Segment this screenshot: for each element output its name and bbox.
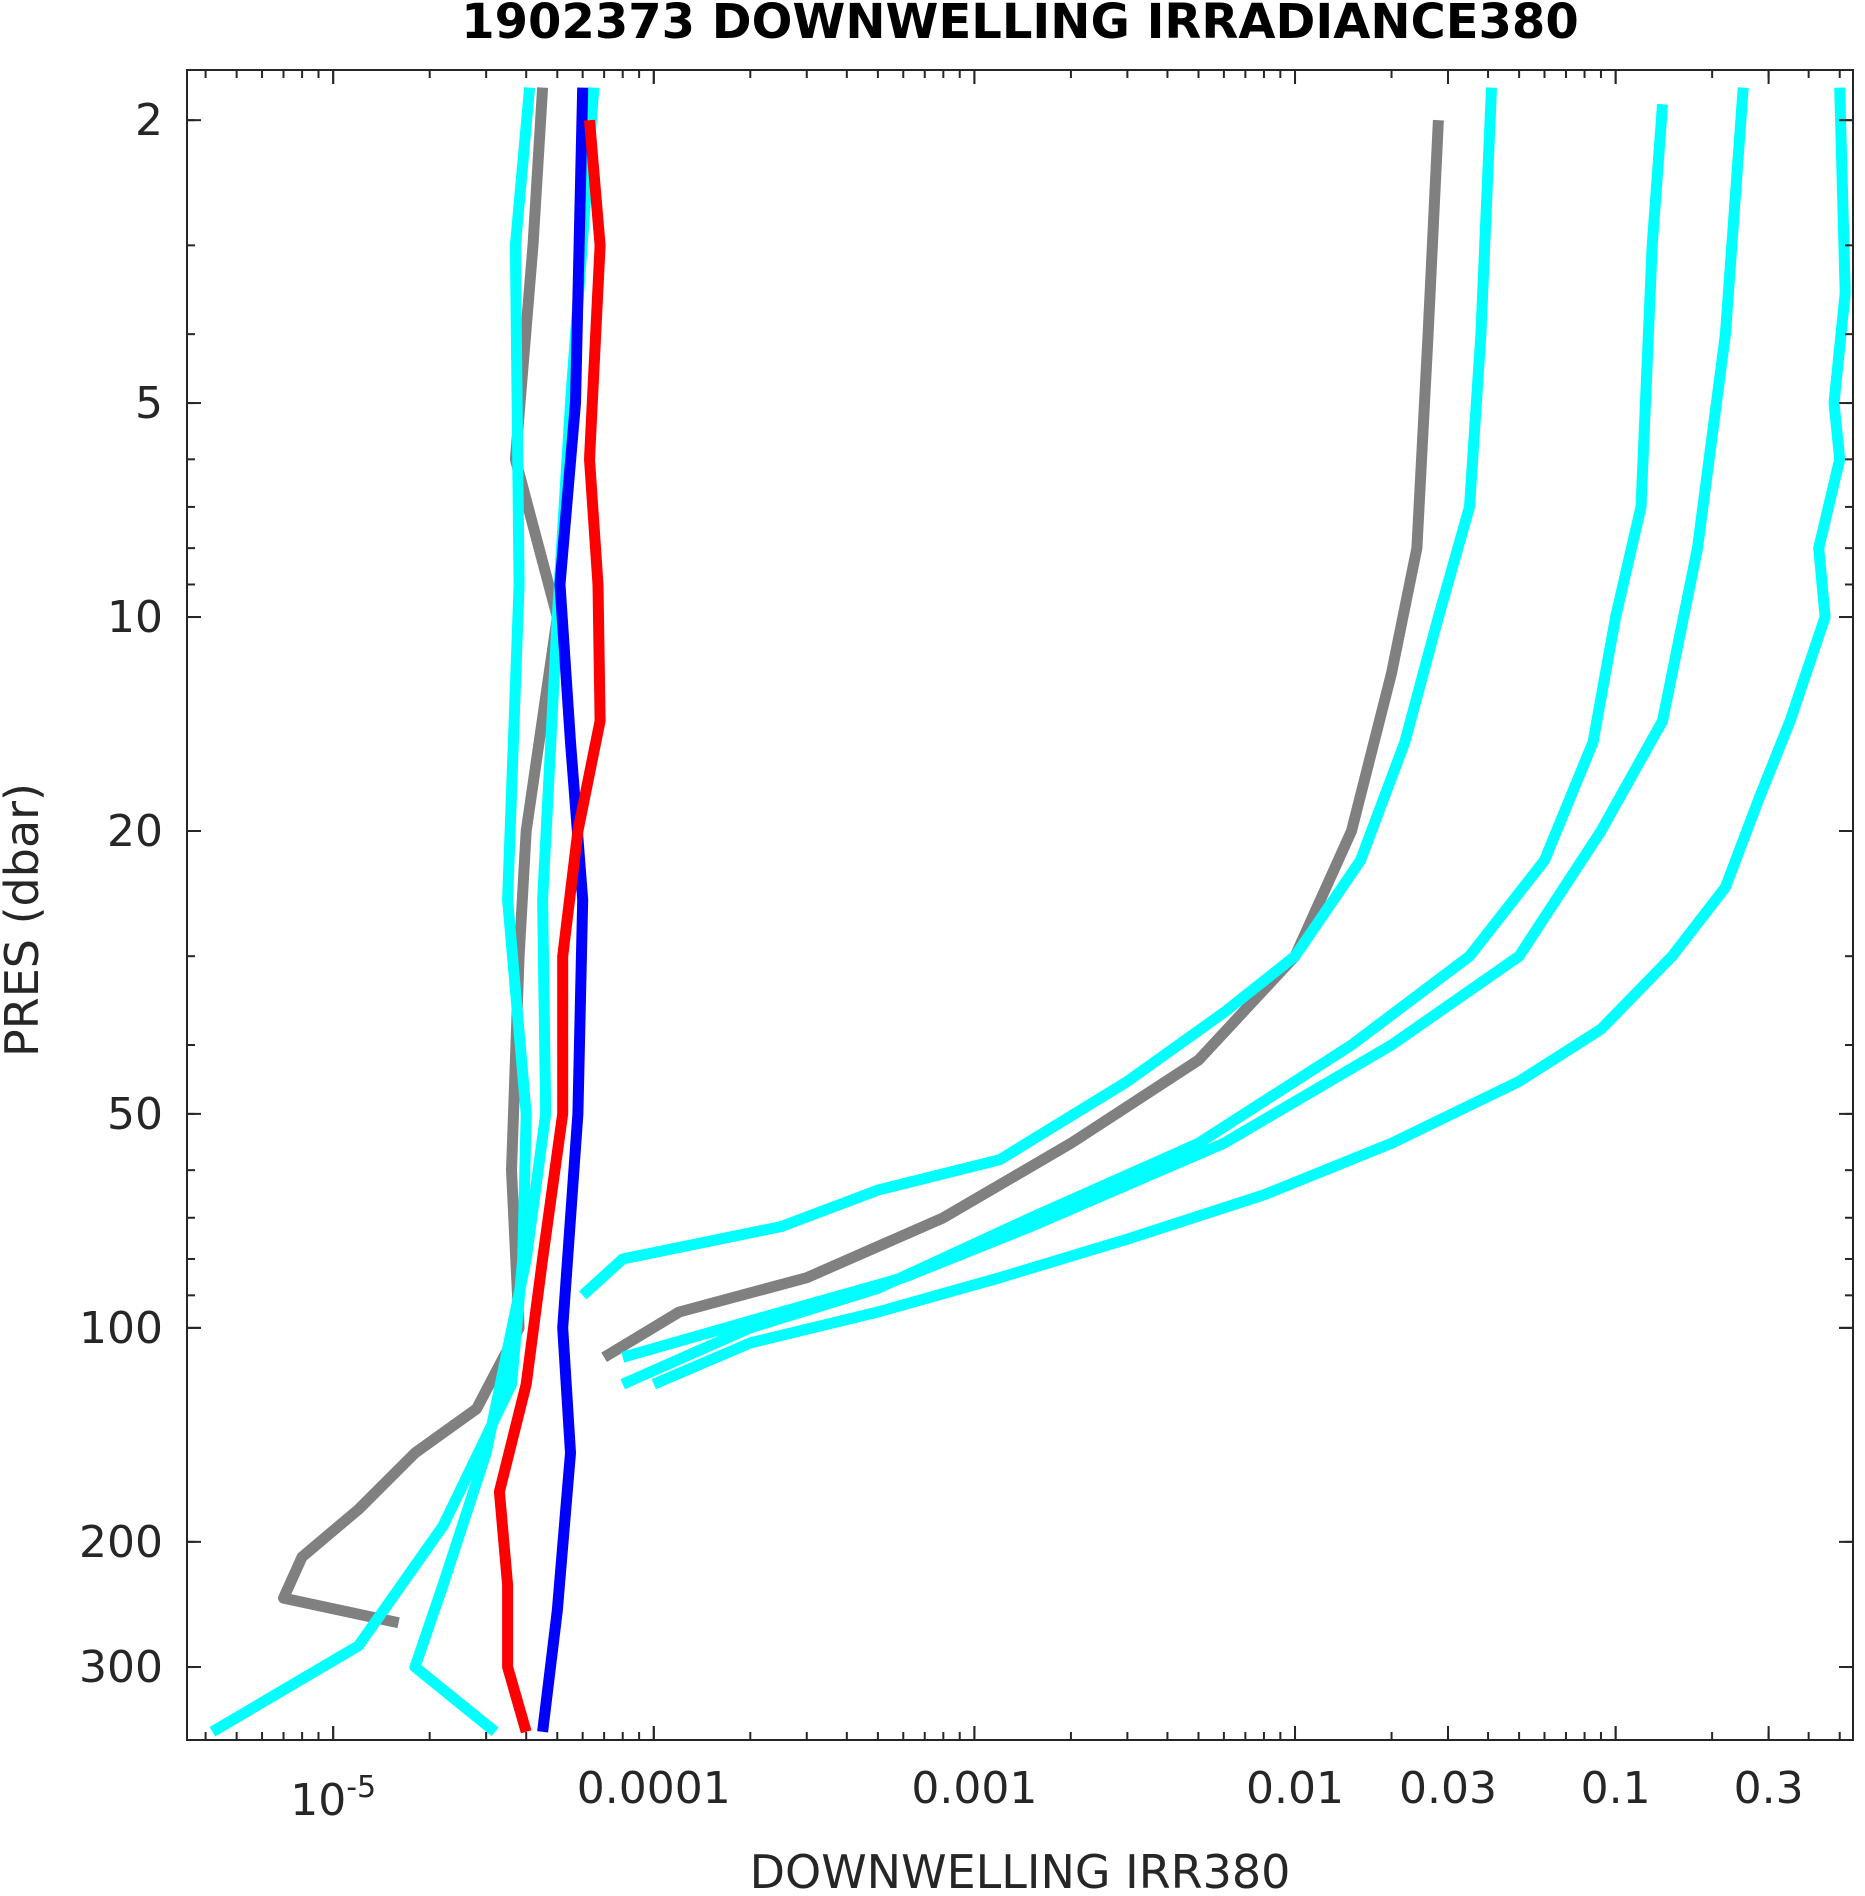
plot-frame: [186, 69, 1854, 1741]
x-tick-label: 0.03: [1399, 1763, 1497, 1814]
series-line-7: [579, 87, 1497, 1300]
x-tick-label: 0.1: [1581, 1763, 1651, 1814]
series-layer: [209, 87, 1851, 1737]
y-tick-label: 10: [107, 592, 163, 643]
y-tick-label: 100: [79, 1303, 163, 1354]
y-axis-title: PRES (dbar): [0, 783, 49, 1057]
x-tick-label: 0.001: [911, 1763, 1037, 1814]
labels-layer: 10-5 0.0001 0.001 0.01 0.03 0.1 0.3 2 5 10 20 50 100…: [79, 95, 1804, 1826]
x-tick-label: 10-5: [290, 1770, 376, 1826]
series-line-8: [620, 103, 1668, 1390]
x-tick-label: 0.01: [1246, 1763, 1344, 1814]
y-tick-label: 20: [107, 806, 163, 857]
x-tick-label: 0.0001: [577, 1763, 731, 1814]
chart-title: 1902373 DOWNWELLING IRRADIANCE380: [461, 0, 1578, 50]
series-line-9: [621, 87, 1749, 1363]
y-tick-label: 50: [107, 1089, 163, 1140]
ticks-layer: [187, 70, 1853, 1740]
x-axis-title: DOWNWELLING IRR380: [750, 1845, 1291, 1896]
y-tick-label: 5: [135, 378, 163, 429]
series-line-5: [493, 119, 606, 1734]
x-tick-label: 0.3: [1734, 1763, 1804, 1814]
series-line-6: [601, 119, 1444, 1363]
y-tick-label: 200: [79, 1517, 163, 1568]
series-line-10: [651, 87, 1851, 1390]
y-tick-label: 300: [79, 1642, 163, 1693]
y-tick-label: 2: [135, 95, 163, 146]
series-line-2: [209, 87, 536, 1737]
series-line-4: [537, 87, 589, 1733]
